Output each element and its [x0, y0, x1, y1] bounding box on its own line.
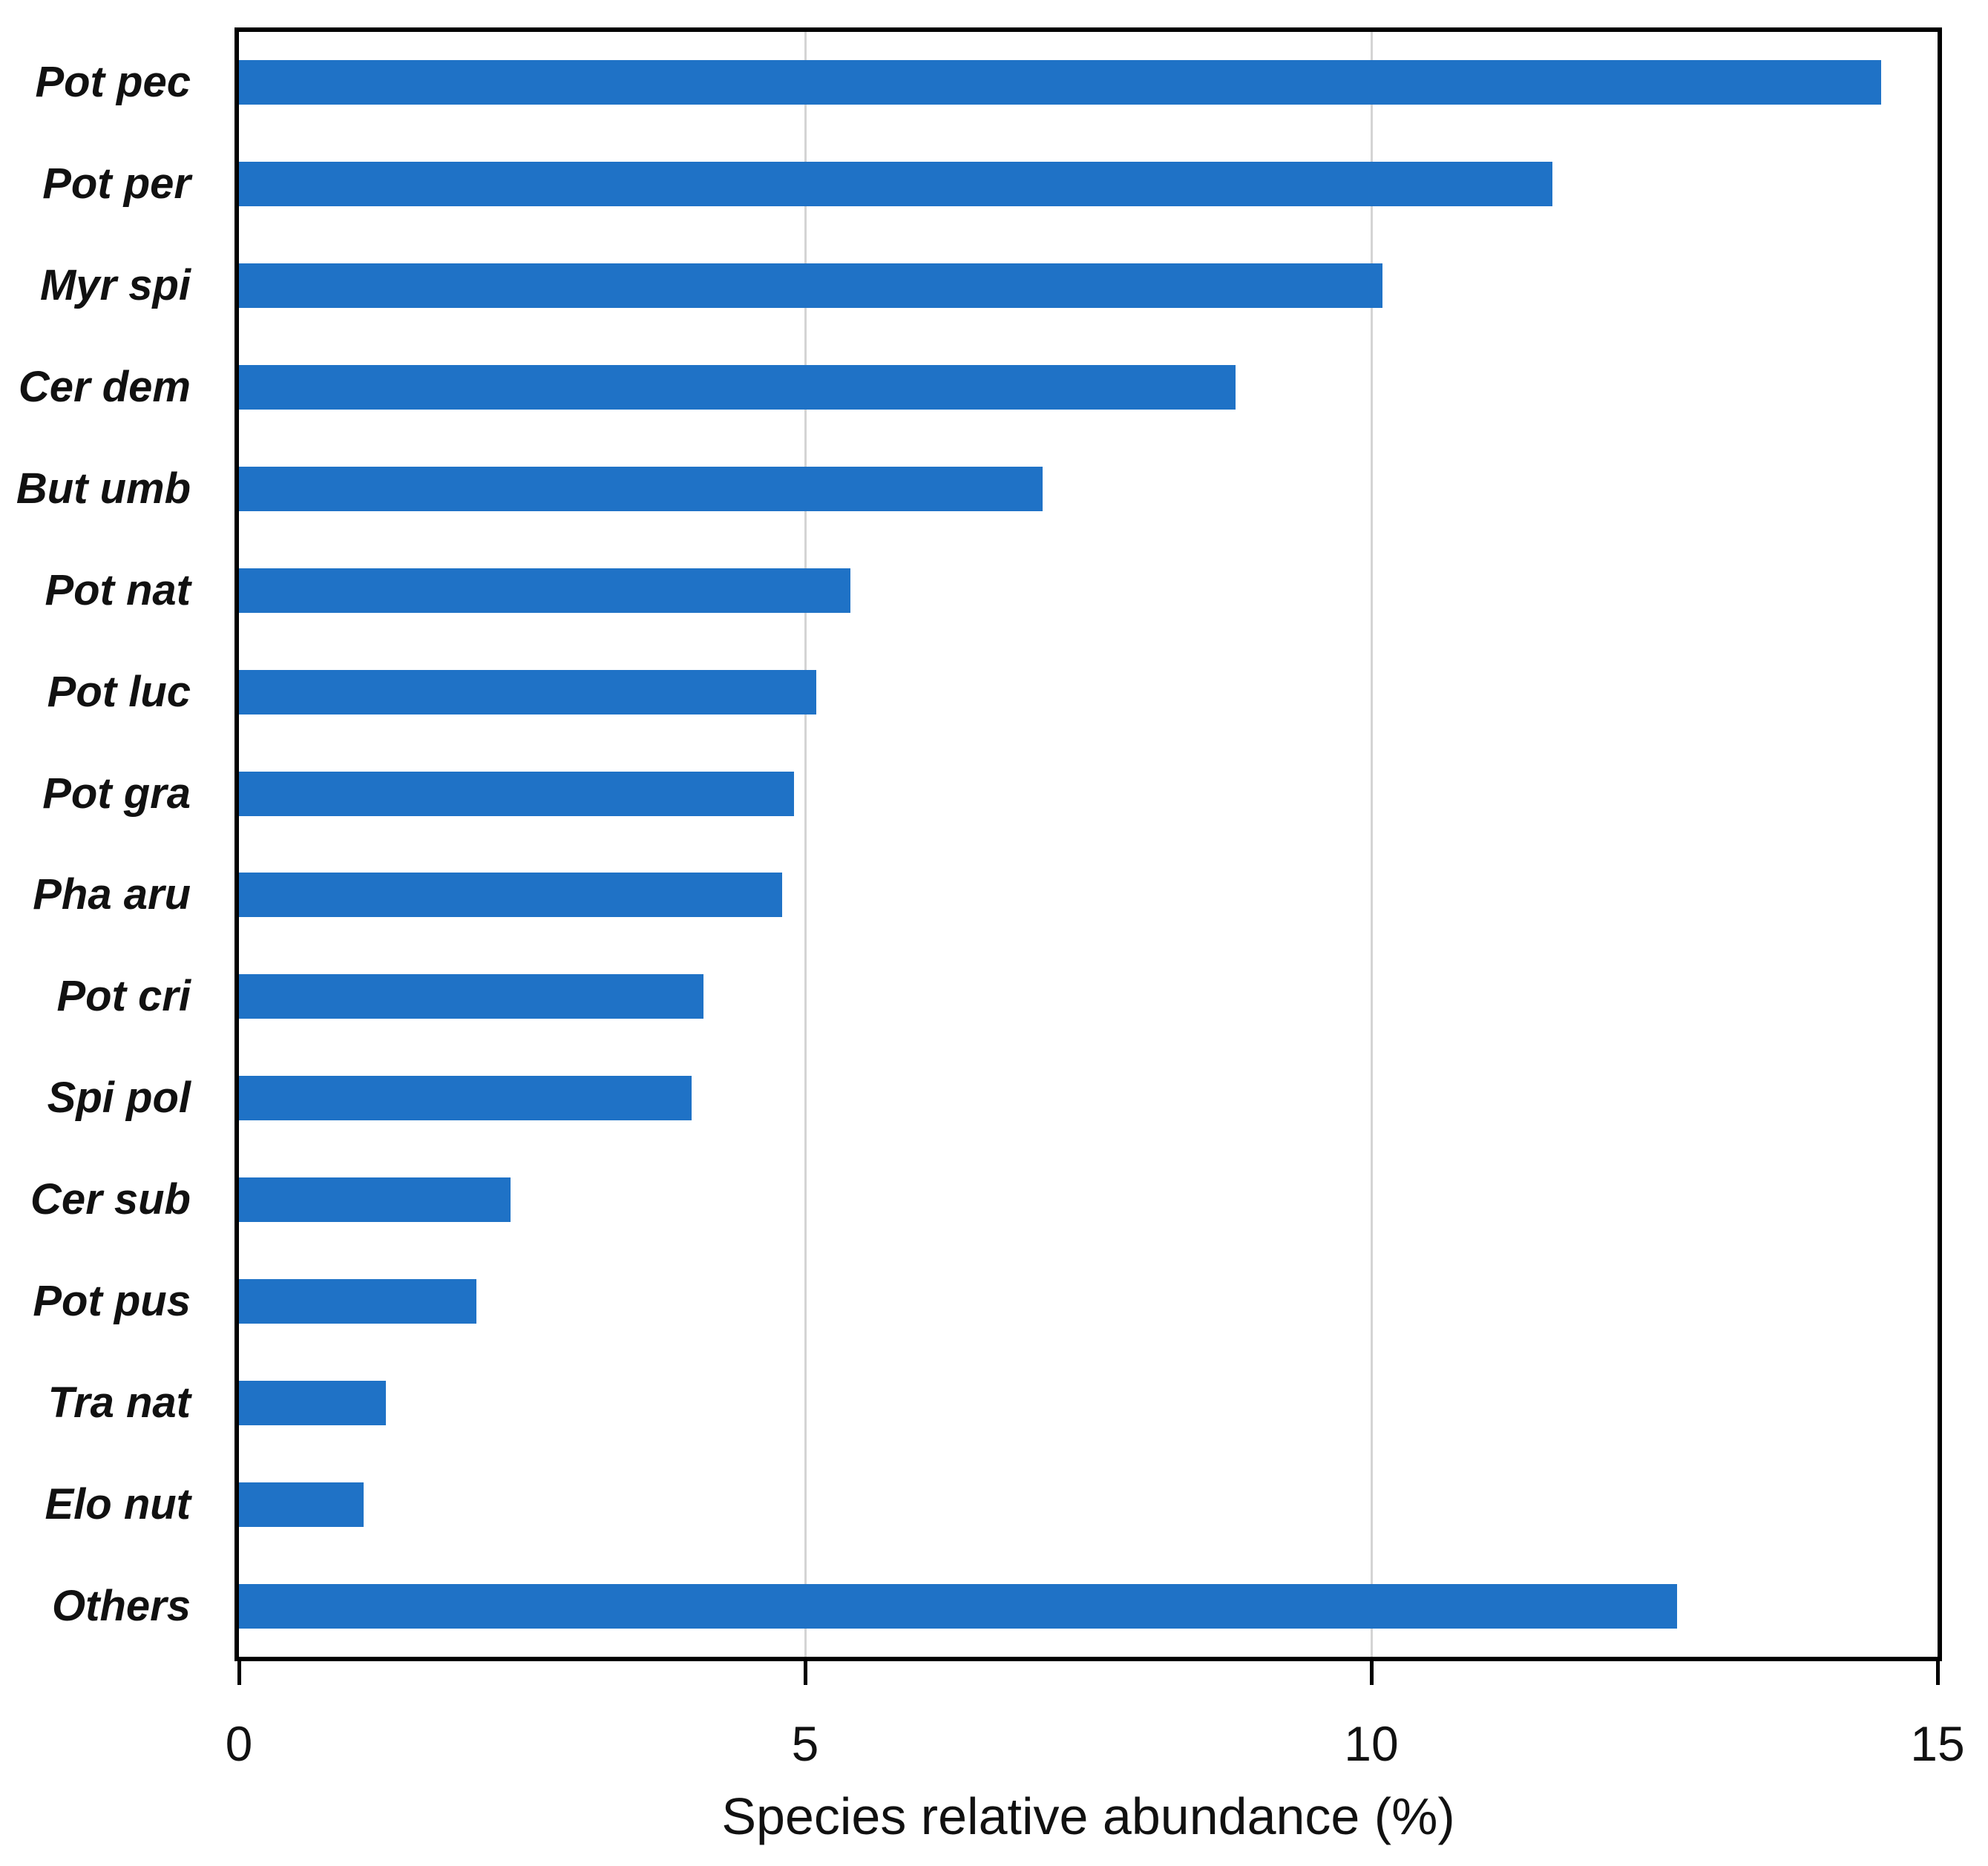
x-axis-tick — [1935, 1657, 1940, 1685]
category-label: Myr spi — [39, 261, 191, 310]
category-label: Others — [52, 1581, 191, 1630]
gridline — [1370, 32, 1373, 1657]
category-label: Cer sub — [30, 1175, 191, 1224]
x-tick-label: 5 — [791, 1716, 819, 1771]
category-label: Pot cri — [56, 972, 191, 1021]
gridline — [804, 32, 807, 1657]
x-axis-tick — [1369, 1657, 1374, 1685]
category-label: Pot per — [42, 160, 191, 208]
bar-myr-spi — [239, 263, 1383, 309]
bar-pot-per — [239, 162, 1553, 207]
bar-others — [239, 1583, 1678, 1629]
category-label: Cer dem — [18, 363, 191, 412]
bar-spi-pol — [239, 1076, 692, 1121]
category-label: Pot pus — [33, 1276, 191, 1325]
bar-pot-luc — [239, 669, 817, 714]
category-label: But umb — [16, 464, 191, 513]
bar-pot-pec — [239, 60, 1881, 105]
bar-pot-pus — [239, 1278, 477, 1324]
x-tick-label: 10 — [1344, 1716, 1399, 1771]
bar-elo-nut — [239, 1482, 364, 1527]
category-label: Pot pec — [35, 58, 191, 107]
x-tick-label: 15 — [1910, 1716, 1965, 1771]
x-axis-tick — [237, 1657, 241, 1685]
bar-cer-dem — [239, 365, 1236, 410]
x-axis-title: Species relative abundance (%) — [721, 1787, 1455, 1845]
category-label: Elo nut — [45, 1479, 191, 1528]
bar-pot-cri — [239, 974, 703, 1019]
bar-tra-nat — [239, 1380, 387, 1425]
bar-pot-nat — [239, 568, 851, 613]
bar-pot-gra — [239, 771, 794, 816]
bar-but-umb — [239, 466, 1043, 511]
category-label: Tra nat — [47, 1378, 191, 1427]
category-label: Pot gra — [42, 769, 191, 818]
x-axis-tick — [803, 1657, 807, 1685]
category-label: Spi pol — [47, 1074, 191, 1123]
x-tick-label: 0 — [225, 1716, 253, 1771]
category-label: Pha aru — [33, 870, 191, 919]
category-label: Pot luc — [47, 667, 191, 716]
plot-area — [234, 27, 1942, 1661]
bar-cer-sub — [239, 1177, 511, 1223]
bar-pha-aru — [239, 873, 783, 918]
category-label: Pot nat — [45, 565, 191, 614]
